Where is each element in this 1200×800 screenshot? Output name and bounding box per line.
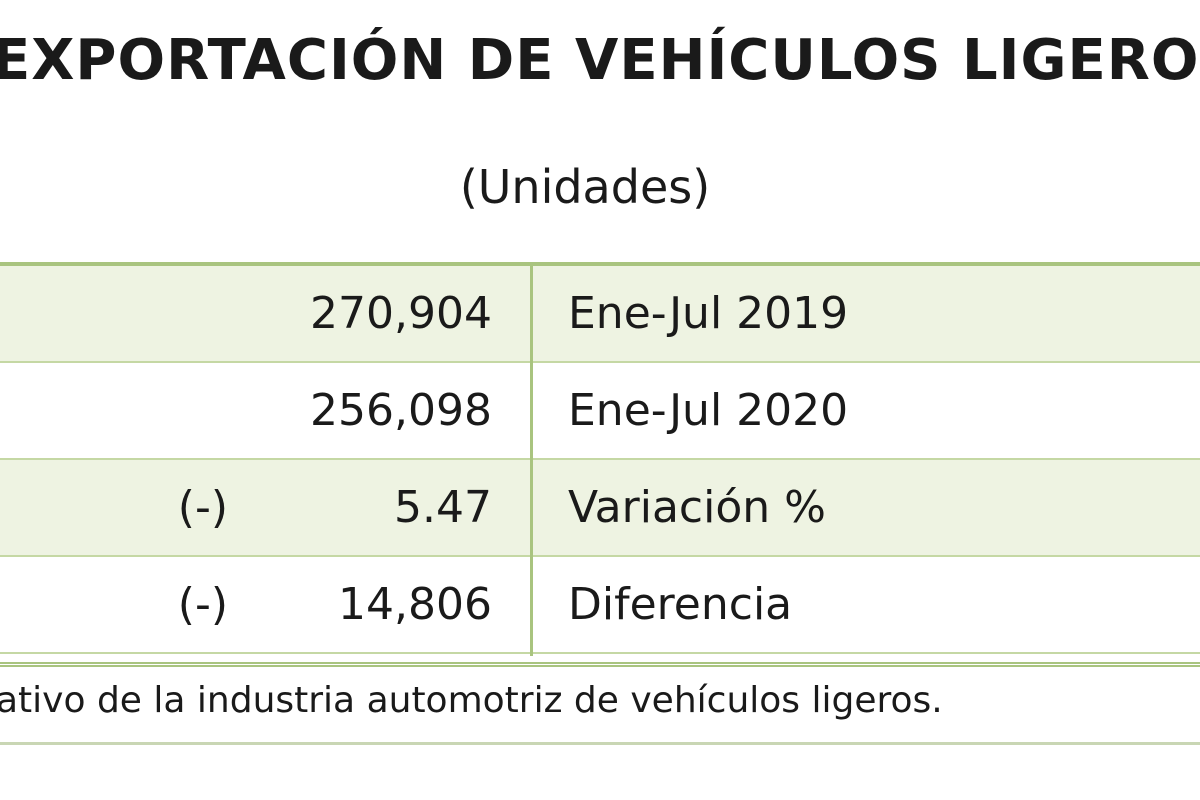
label-cell: Variación % [568, 482, 826, 533]
table-row: (-) 5.47 Variación % [0, 460, 1200, 557]
sign-cell: (-) [177, 482, 228, 533]
footnote: ativo de la industria automotriz de vehí… [0, 680, 943, 721]
table-row: (-) 14,806 Diferencia [0, 557, 1200, 654]
rule [0, 742, 1200, 745]
label-cell: Ene-Jul 2019 [568, 288, 849, 339]
label-cell: Ene-Jul 2020 [568, 385, 849, 436]
table: 270,904 Ene-Jul 2019 256,098 Ene-Jul 2020 (-… [0, 262, 1200, 667]
value-cell: 270,904 [310, 288, 492, 339]
value-cell: 5.47 [394, 482, 492, 533]
title: EXPORTACIÓN DE VEHÍCULOS LIGEROS [0, 28, 1200, 93]
value-cell: 14,806 [338, 579, 492, 630]
divider [530, 266, 533, 656]
table-row: 270,904 Ene-Jul 2019 [0, 266, 1200, 363]
table-row: 256,098 Ene-Jul 2020 [0, 363, 1200, 460]
subtitle: (Unidades) [459, 160, 711, 214]
label-cell: Diferencia [568, 579, 793, 630]
sign-cell: (-) [177, 579, 228, 630]
value-cell: 256,098 [310, 385, 492, 436]
